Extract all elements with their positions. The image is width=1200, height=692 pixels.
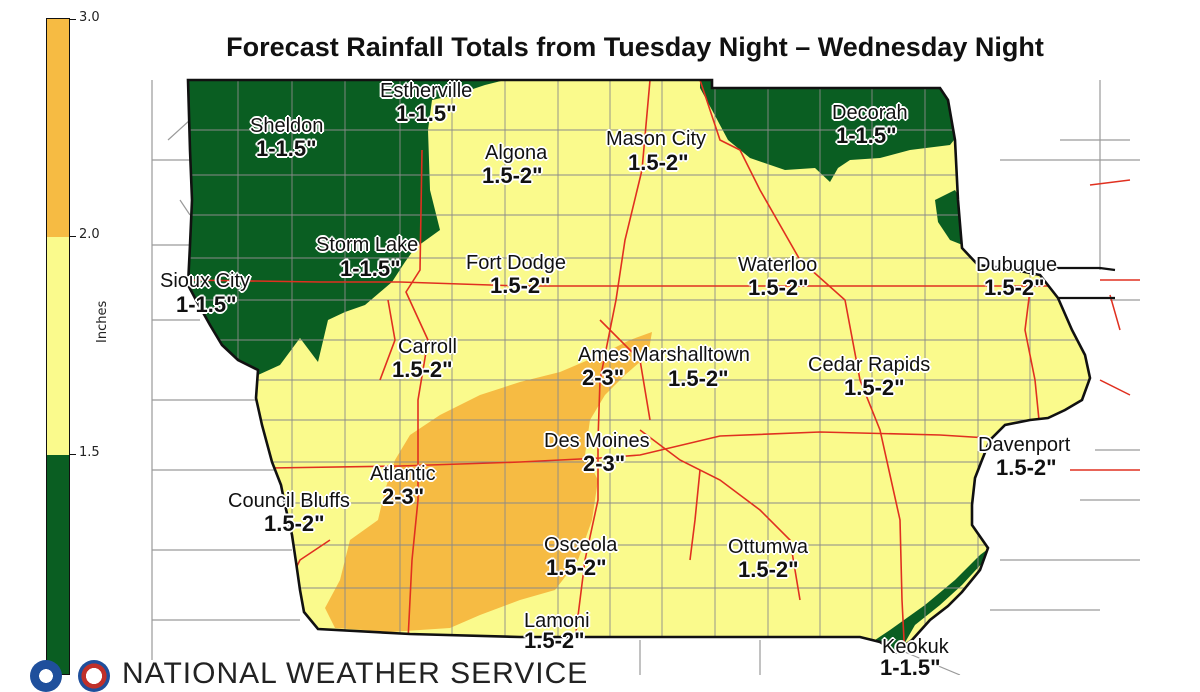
city-label: Decorah <box>832 102 908 124</box>
city-label: Lamoni <box>524 610 590 632</box>
colorbar-band-high <box>47 19 69 237</box>
city-amount: 1-1.5" <box>256 136 317 161</box>
city-label: Davenport <box>978 434 1071 456</box>
neighbor-border <box>1005 266 1116 300</box>
city-amount: 1.5-2" <box>490 273 551 298</box>
city-label: Dubuque <box>976 254 1058 276</box>
rainfall-map <box>151 78 1140 675</box>
city-label: Cedar Rapids <box>808 354 931 376</box>
city-label: Algona <box>485 142 548 164</box>
colorbar-band-mid <box>47 237 69 455</box>
city-amount: 2-3" <box>382 484 425 509</box>
outside-roads <box>151 80 1140 675</box>
colorbar-tick-label: 3.0 <box>79 10 100 25</box>
city-amount: 1.5-2" <box>984 275 1045 300</box>
colorbar-tick <box>70 454 76 455</box>
city-label: Des Moines <box>544 430 650 452</box>
city-label: Ames <box>578 344 630 366</box>
city-label: Mason City <box>606 128 707 150</box>
city-amount: 1-1.5" <box>340 256 401 281</box>
agency-name: NATIONAL WEATHER SERVICE <box>122 657 589 690</box>
colorbar-unit-label: Inches <box>95 300 110 343</box>
city-amount: 2-3" <box>582 365 625 390</box>
city-amount: 1-1.5" <box>396 101 457 126</box>
city-label: Storm Lake <box>316 234 419 256</box>
city-amount: 1.5-2" <box>996 455 1057 480</box>
zone-2-3 <box>325 332 652 632</box>
city-amount: 1.5-2" <box>844 375 905 400</box>
state-fill <box>188 80 1090 652</box>
city-amount: 1-1.5" <box>880 655 941 680</box>
colorbar-tick-label: 1.5 <box>79 445 100 460</box>
colorbar-tick <box>70 19 76 20</box>
city-label: Atlantic <box>370 463 436 485</box>
city-label: Council Bluffs <box>228 490 350 512</box>
city-amount: 1.5-2" <box>738 557 799 582</box>
colorbar-tick-label: 2.0 <box>79 227 100 242</box>
city-amount: 1.5-2" <box>264 511 325 536</box>
noaa-logo-icon <box>30 660 62 692</box>
colorbar-band-low <box>47 455 69 674</box>
city-label: Marshalltown <box>632 344 750 366</box>
city-label: Estherville <box>380 80 473 102</box>
colorbar <box>46 18 70 675</box>
city-amount: 1.5-2" <box>748 275 809 300</box>
city-amount: 1-1.5" <box>176 292 237 317</box>
city-amount: 1.5-2" <box>546 555 607 580</box>
highways <box>188 80 1090 652</box>
city-amount: 2-3" <box>583 451 626 476</box>
colorbar-tick <box>70 236 76 237</box>
city-amount: 1.5-2" <box>482 163 543 188</box>
city-label: Osceola <box>544 534 618 556</box>
city-amount: 1.5-2" <box>392 357 453 382</box>
city-label: Waterloo <box>738 254 818 276</box>
city-label: Fort Dodge <box>466 252 567 274</box>
city-label: Sioux City <box>160 270 251 292</box>
nws-logo-icon <box>78 660 110 692</box>
zone-1-1.5-southeast <box>860 540 1000 652</box>
zone-1-1.5-northwest <box>188 80 505 375</box>
city-label: Keokuk <box>882 636 949 658</box>
city-amount: 1-1.5" <box>836 123 897 148</box>
city-amount: 1.5-2" <box>524 628 585 653</box>
outside-red-roads <box>1070 179 1140 471</box>
city-label: Sheldon <box>250 115 324 137</box>
city-label: Ottumwa <box>728 536 809 558</box>
city-amount: 1.5-2" <box>628 150 689 175</box>
city-label: Carroll <box>398 336 457 358</box>
state-outline <box>186 78 1092 654</box>
map-title: Forecast Rainfall Totals from Tuesday Ni… <box>226 32 1044 62</box>
city-amount: 1.5-2" <box>668 366 729 391</box>
